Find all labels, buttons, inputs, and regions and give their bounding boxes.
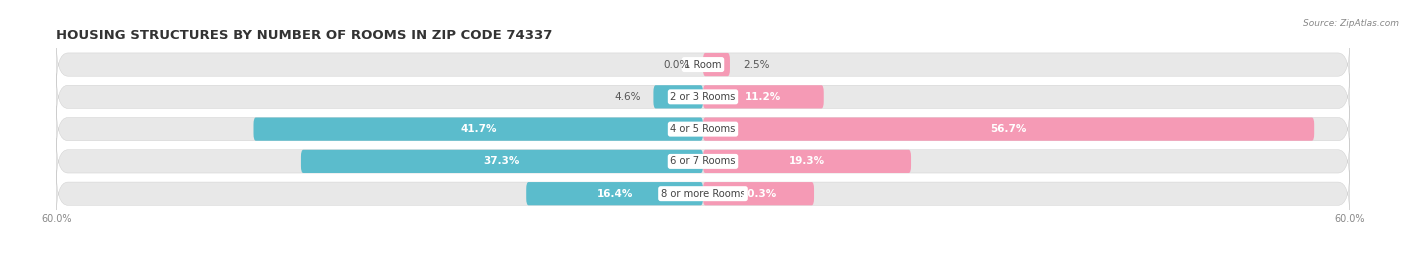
Text: 6 or 7 Rooms: 6 or 7 Rooms — [671, 156, 735, 167]
FancyBboxPatch shape — [703, 182, 814, 205]
FancyBboxPatch shape — [253, 118, 703, 141]
FancyBboxPatch shape — [56, 138, 1350, 185]
Text: 41.7%: 41.7% — [460, 124, 496, 134]
Text: 8 or more Rooms: 8 or more Rooms — [661, 189, 745, 199]
FancyBboxPatch shape — [56, 106, 1350, 152]
Text: 11.2%: 11.2% — [745, 92, 782, 102]
Text: 37.3%: 37.3% — [484, 156, 520, 167]
Text: HOUSING STRUCTURES BY NUMBER OF ROOMS IN ZIP CODE 74337: HOUSING STRUCTURES BY NUMBER OF ROOMS IN… — [56, 29, 553, 42]
FancyBboxPatch shape — [703, 150, 911, 173]
Text: 1 Room: 1 Room — [685, 59, 721, 70]
FancyBboxPatch shape — [56, 171, 1350, 217]
Text: 16.4%: 16.4% — [596, 189, 633, 199]
FancyBboxPatch shape — [703, 53, 730, 76]
Text: 56.7%: 56.7% — [990, 124, 1026, 134]
Text: Source: ZipAtlas.com: Source: ZipAtlas.com — [1303, 19, 1399, 28]
FancyBboxPatch shape — [301, 150, 703, 173]
Text: 19.3%: 19.3% — [789, 156, 825, 167]
Text: 2.5%: 2.5% — [742, 59, 769, 70]
Text: 0.0%: 0.0% — [664, 59, 690, 70]
Text: 2 or 3 Rooms: 2 or 3 Rooms — [671, 92, 735, 102]
Text: 4 or 5 Rooms: 4 or 5 Rooms — [671, 124, 735, 134]
FancyBboxPatch shape — [654, 85, 703, 108]
Text: 4.6%: 4.6% — [614, 92, 641, 102]
FancyBboxPatch shape — [703, 118, 1315, 141]
FancyBboxPatch shape — [56, 41, 1350, 88]
Text: 10.3%: 10.3% — [741, 189, 776, 199]
FancyBboxPatch shape — [56, 74, 1350, 120]
FancyBboxPatch shape — [703, 85, 824, 108]
FancyBboxPatch shape — [526, 182, 703, 205]
